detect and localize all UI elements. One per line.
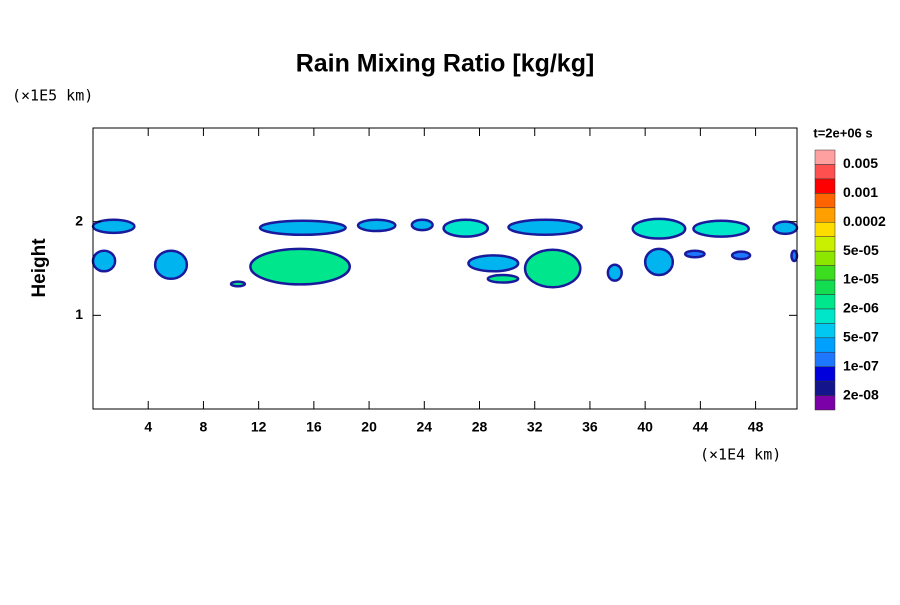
contour-region — [606, 263, 623, 282]
contour-region — [91, 249, 117, 273]
x-tick-label: 4 — [144, 419, 152, 435]
contour-region — [356, 218, 397, 233]
x-tick-label: 8 — [200, 419, 208, 435]
colorbar-label: 2e-06 — [843, 300, 879, 316]
colorbar-box — [814, 193, 836, 209]
contour-region — [486, 273, 520, 284]
colorbar-label: 0.0002 — [843, 213, 886, 229]
colorbar-label: 5e-07 — [843, 328, 879, 344]
colorbar-label: 0.005 — [843, 155, 878, 171]
contour-region — [249, 247, 352, 286]
colorbar-box — [814, 221, 836, 237]
colorbar-box — [814, 337, 836, 353]
plot-frame — [92, 127, 798, 410]
y-tick-label: 1 — [75, 306, 83, 322]
x-tick-label: 48 — [748, 419, 764, 435]
x-tick-label: 40 — [637, 419, 653, 435]
chart-title: Rain Mixing Ratio [kg/kg] — [296, 50, 595, 78]
contour-region — [772, 220, 799, 236]
contour-region — [467, 254, 520, 273]
x-tick-label: 24 — [417, 419, 433, 435]
x-tick-label: 32 — [527, 419, 543, 435]
contour-region — [683, 249, 706, 259]
colorbar-label: 5e-05 — [843, 242, 879, 258]
colorbar-box — [814, 265, 836, 281]
x-tick-label: 28 — [472, 419, 488, 435]
colorbar-box — [814, 351, 836, 367]
x-tick-label: 16 — [306, 419, 322, 435]
contour-region — [631, 217, 687, 240]
contour-region — [153, 249, 189, 281]
contour-region — [523, 248, 582, 289]
x-tick-label: 36 — [582, 419, 598, 435]
contour-region — [730, 250, 752, 261]
colorbar-box — [814, 207, 836, 223]
colorbar-box — [814, 366, 836, 382]
time-label: t=2e+06 s — [813, 125, 872, 140]
contour-region — [507, 218, 583, 237]
contour-region — [692, 219, 750, 238]
colorbar-box — [814, 308, 836, 324]
colorbar-box — [814, 178, 836, 194]
y-axis-label: Height — [29, 238, 50, 298]
colorbar-label: 1e-07 — [843, 357, 879, 373]
colorbar-box — [814, 323, 836, 339]
contour-region — [442, 218, 490, 238]
x-tick-label: 20 — [361, 419, 377, 435]
colorbar-box — [814, 149, 836, 165]
x-tick-label: 44 — [693, 419, 709, 435]
colorbar-box — [814, 164, 836, 180]
x-tick-label: 12 — [251, 419, 267, 435]
contour-region — [229, 280, 247, 288]
colorbar-box — [814, 380, 836, 396]
contour-region — [790, 249, 799, 263]
contour-region — [410, 218, 434, 232]
colorbar-box — [814, 250, 836, 266]
colorbar-label: 1e-05 — [843, 271, 879, 287]
contour-region — [643, 247, 675, 277]
x-unit: (×1E4 km) — [700, 446, 781, 464]
colorbar-box — [814, 236, 836, 252]
y-tick-label: 2 — [75, 212, 83, 228]
colorbar-label: 2e-08 — [843, 386, 879, 402]
colorbar-box — [814, 279, 836, 295]
contour-region — [258, 219, 347, 237]
colorbar-box — [814, 395, 836, 411]
colorbar-box — [814, 294, 836, 310]
y-unit: (×1E5 km) — [12, 87, 93, 105]
colorbar-label: 0.001 — [843, 184, 878, 200]
